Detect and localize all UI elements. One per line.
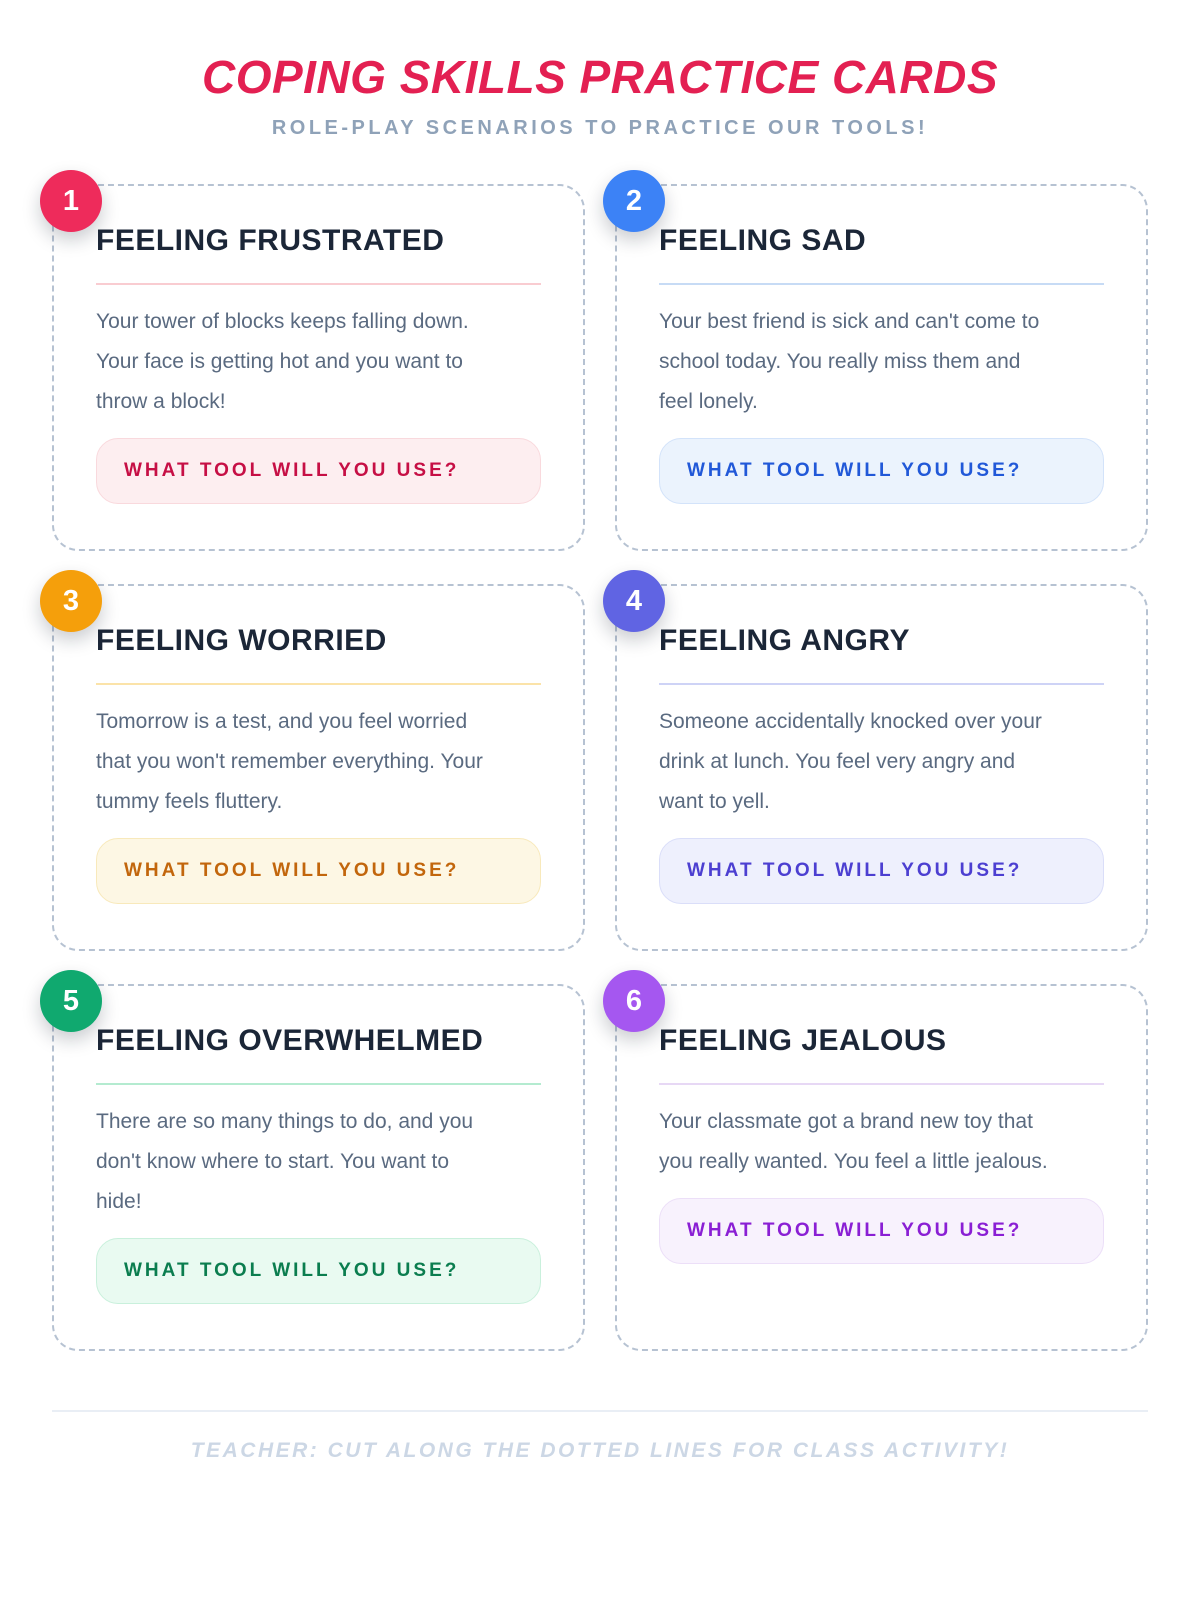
card-scenario-line: feel lonely. — [659, 389, 758, 413]
card-divider — [659, 282, 1104, 285]
scenario-card-worried: 3 FEELING WORRIED Tomorrow is a test, an… — [40, 570, 585, 951]
tool-question-pill: WHAT TOOL WILL YOU USE? — [96, 437, 541, 504]
footer-divider — [52, 1410, 1148, 1412]
card-scenario-text: Tomorrow is a test, and you feel worried… — [96, 702, 541, 822]
card-scenario-line: throw a block! — [96, 389, 226, 413]
card-number-badge: 6 — [603, 970, 665, 1032]
card-title: FEELING WORRIED — [96, 624, 387, 657]
card-title: FEELING FRUSTRATED — [96, 224, 445, 257]
card-divider — [659, 1082, 1104, 1085]
card-scenario-line: that you won't remember everything. Your — [96, 749, 483, 773]
card-number-badge: 5 — [40, 970, 102, 1032]
card-scenario-text: Your best friend is sick and can't come … — [659, 302, 1104, 422]
card-scenario-line: drink at lunch. You feel very angry and — [659, 749, 1016, 773]
card-divider — [96, 282, 541, 285]
card-title: FEELING ANGRY — [659, 624, 910, 657]
card-scenario-line: Tomorrow is a test, and you feel worried — [96, 709, 468, 733]
card-scenario-line: Your classmate got a brand new toy that — [659, 1109, 1033, 1133]
card-scenario-line: school today. You really miss them and — [659, 349, 1021, 373]
card-scenario-text: Your classmate got a brand new toy that … — [659, 1102, 1104, 1182]
scenario-card-angry: 4 FEELING ANGRY Someone accidentally kno… — [603, 570, 1148, 951]
scenario-card-jealous: 6 FEELING JEALOUS Your classmate got a b… — [603, 970, 1148, 1351]
tool-question-pill: WHAT TOOL WILL YOU USE? — [96, 837, 541, 904]
card-scenario-line: Your face is getting hot and you want to — [96, 349, 463, 373]
scenario-card-overwhelmed: 5 FEELING OVERWHELMED There are so many … — [40, 970, 585, 1351]
card-scenario-line: want to yell. — [659, 789, 770, 813]
card-scenario-line: Your tower of blocks keeps falling down. — [96, 309, 469, 333]
card-scenario-line: There are so many things to do, and you — [96, 1109, 474, 1133]
card-number-badge: 4 — [603, 570, 665, 632]
page-title: COPING SKILLS PRACTICE CARDS — [201, 51, 999, 103]
card-scenario-text: There are so many things to do, and you … — [96, 1102, 541, 1222]
card-scenario-line: you really wanted. You feel a little jea… — [659, 1149, 1048, 1173]
cards-grid: 1 FEELING FRUSTRATED Your tower of block… — [40, 170, 1148, 1351]
card-divider — [96, 682, 541, 685]
card-title: FEELING JEALOUS — [659, 1024, 947, 1057]
teacher-instruction-note: TEACHER: CUT ALONG THE DOTTED LINES FOR … — [190, 1439, 1010, 1462]
scenario-card-sad: 2 FEELING SAD Your best friend is sick a… — [603, 170, 1148, 551]
card-scenario-line: Your best friend is sick and can't come … — [659, 309, 1040, 333]
card-title: FEELING SAD — [659, 224, 867, 257]
card-number-badge: 3 — [40, 570, 102, 632]
tool-question-pill: WHAT TOOL WILL YOU USE? — [659, 1197, 1104, 1264]
card-divider — [659, 682, 1104, 685]
card-scenario-text: Someone accidentally knocked over your d… — [659, 702, 1104, 822]
card-number-badge: 2 — [603, 170, 665, 232]
card-divider — [96, 1082, 541, 1085]
card-scenario-line: hide! — [96, 1189, 142, 1213]
card-scenario-line: don't know where to start. You want to — [96, 1149, 450, 1173]
card-scenario-line: Someone accidentally knocked over your — [659, 709, 1042, 733]
tool-question-pill: WHAT TOOL WILL YOU USE? — [96, 1237, 541, 1304]
page-subtitle: ROLE-PLAY SCENARIOS TO PRACTICE OUR TOOL… — [271, 117, 929, 139]
card-scenario-line: tummy feels fluttery. — [96, 789, 283, 813]
card-scenario-text: Your tower of blocks keeps falling down.… — [96, 302, 541, 422]
scenario-card-frustrated: 1 FEELING FRUSTRATED Your tower of block… — [40, 170, 585, 551]
tool-question-pill: WHAT TOOL WILL YOU USE? — [659, 837, 1104, 904]
page-header: COPING SKILLS PRACTICE CARDS ROLE-PLAY S… — [0, 0, 1200, 140]
card-number-badge: 1 — [40, 170, 102, 232]
card-title: FEELING OVERWHELMED — [96, 1024, 484, 1057]
tool-question-pill: WHAT TOOL WILL YOU USE? — [659, 437, 1104, 504]
